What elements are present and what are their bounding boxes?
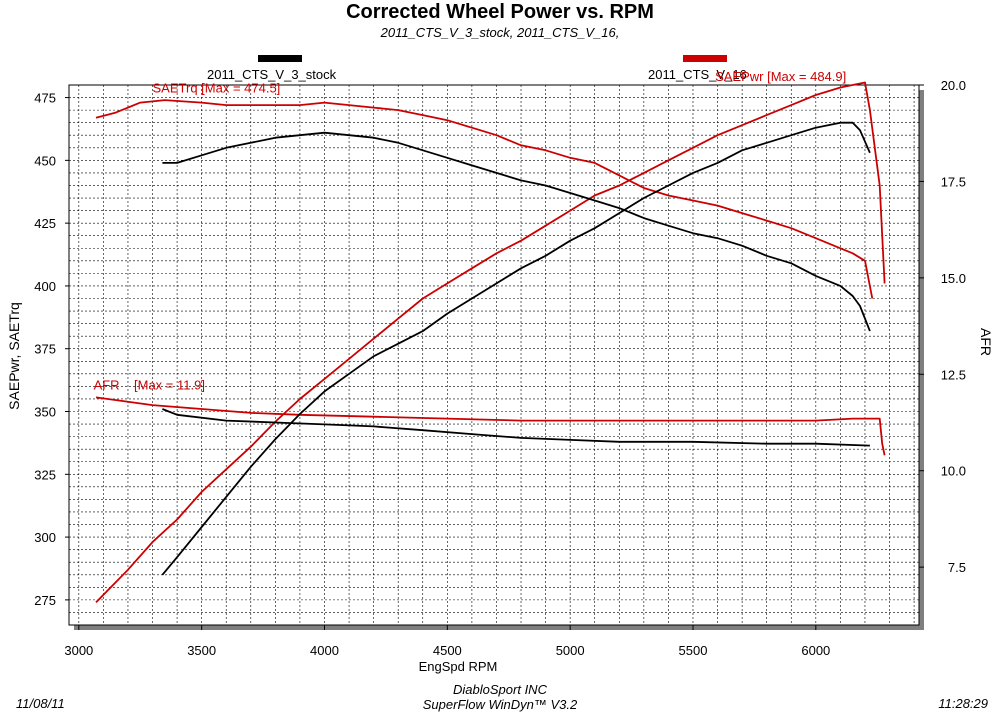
annotation-layer: SAETrq [Max = 474.5] SAEPwr [Max = 484.9]… xyxy=(94,69,847,392)
y-right-tick-label: 15.0 xyxy=(941,271,966,286)
footer-time: 11:28:29 xyxy=(938,696,988,711)
y-right-tick-label: 17.5 xyxy=(941,174,966,189)
y-left-tick-label: 475 xyxy=(34,91,56,106)
annotation-label: SAEPwr [Max = 484.9] xyxy=(715,69,846,84)
y-right-tick-label: 20.0 xyxy=(941,78,966,93)
plot-area xyxy=(68,84,920,626)
footer-date: 11/08/11 xyxy=(16,696,65,711)
grid-lines xyxy=(69,84,919,625)
footer-company: DiabloSport INC xyxy=(453,682,547,697)
y-axis-label-left: SAEPwr, SAETrq xyxy=(6,302,22,410)
series-2011-cts-v-16-saepwr xyxy=(95,81,886,604)
y-left-tick-label: 450 xyxy=(34,153,56,168)
series-2011-cts-v-3-stock-saetrq xyxy=(162,131,871,332)
series-2011-cts-v-3-stock-afr xyxy=(162,408,870,447)
x-tick-label: 4000 xyxy=(310,643,339,658)
x-tick-label: 5500 xyxy=(679,643,708,658)
series-2011-cts-v-3-stock-saepwr xyxy=(161,121,871,576)
x-tick-label: 6000 xyxy=(801,643,830,658)
y-left-tick-label: 425 xyxy=(34,216,56,231)
series-layer xyxy=(95,81,886,604)
y-left-tick-label: 275 xyxy=(34,593,56,608)
series-2011-cts-v-16-saetrq xyxy=(95,99,874,299)
x-tick-label: 5000 xyxy=(556,643,585,658)
footer-software: SuperFlow WinDyn™ V3.2 xyxy=(422,697,578,712)
y-left-tick-label: 325 xyxy=(34,467,56,482)
legend-swatch-stock xyxy=(258,55,302,62)
y-right-tick-label: 10.0 xyxy=(941,464,966,479)
chart-title: Corrected Wheel Power vs. RPM xyxy=(346,1,654,23)
y-axis-label-right: AFR xyxy=(978,328,994,356)
y-left-tick-label: 350 xyxy=(34,405,56,420)
y-left-tick-label: 400 xyxy=(34,279,56,294)
legend-swatch-v16 xyxy=(683,55,727,62)
legend-label-stock: 2011_CTS_V_3_stock xyxy=(207,67,337,82)
x-tick-label: 3000 xyxy=(64,643,93,658)
annotation-label: AFR [Max = 11.9] xyxy=(94,378,205,393)
x-tick-label: 4500 xyxy=(433,643,462,658)
x-tick-label: 3500 xyxy=(187,643,216,658)
chart-subtitle: 2011_CTS_V_3_stock, 2011_CTS_V_16, xyxy=(380,25,620,40)
y-left-tick-label: 300 xyxy=(34,530,56,545)
y-left-tick-label: 375 xyxy=(34,342,56,357)
legend-label-v16: 2011_CTS_V_16 xyxy=(648,67,747,82)
series-2011-cts-v-16-afr xyxy=(95,396,886,456)
y-right-tick-label: 7.5 xyxy=(948,560,966,575)
annotation-label: SAETrq [Max = 474.5] xyxy=(153,81,281,96)
x-axis-label: EngSpd RPM xyxy=(419,659,498,674)
axis-ticks: 3000 3500 4000 4500 5000 5500 6000 275 300 325 350… xyxy=(34,78,966,658)
y-right-tick-label: 12.5 xyxy=(941,367,966,382)
